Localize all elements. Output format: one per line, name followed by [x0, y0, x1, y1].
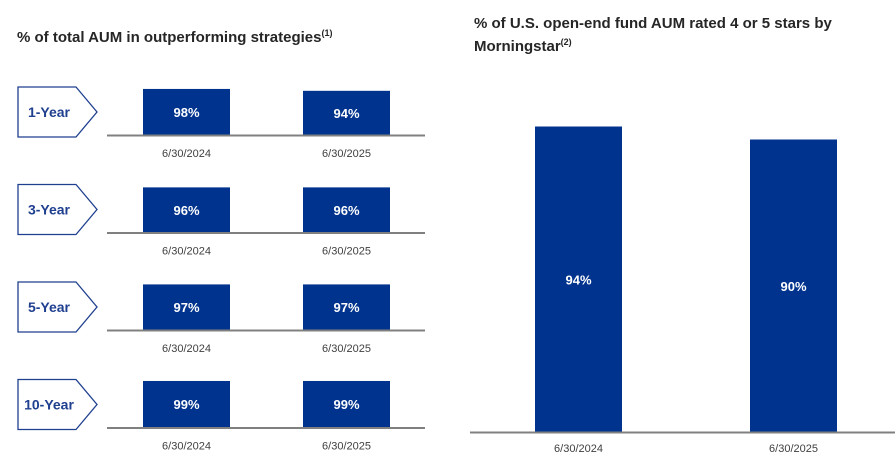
x-tick-label: 6/30/2025 [322, 441, 371, 453]
period-label-box [17, 183, 98, 236]
bar [303, 187, 390, 233]
bar [143, 380, 230, 428]
right-title-note: (2) [560, 37, 572, 47]
bar-value-label: 96% [333, 203, 359, 218]
right-title-text: % of U.S. open-end fund AUM rated 4 or 5… [474, 15, 832, 55]
period-label-box [17, 281, 98, 333]
x-tick-label: 6/30/2025 [322, 343, 371, 355]
period-label: 10-Year [24, 397, 74, 413]
bar-value-label: 90% [780, 279, 806, 294]
x-tick-label: 6/30/2024 [162, 343, 211, 355]
bar [143, 284, 230, 330]
bar-value-label: 94% [565, 272, 591, 287]
x-tick-label: 6/30/2024 [162, 246, 211, 258]
bar [303, 380, 390, 428]
x-tick-label: 6/30/2025 [322, 148, 371, 160]
bar [303, 90, 390, 135]
bar-value-label: 94% [333, 106, 359, 121]
left-title-note: (1) [321, 28, 333, 38]
period-label: 3-Year [28, 202, 71, 218]
period-label: 5-Year [28, 299, 71, 315]
period-label-box [17, 86, 98, 138]
bar-value-label: 96% [173, 203, 199, 218]
x-tick-label: 6/30/2024 [554, 443, 603, 455]
period-label: 1-Year [28, 104, 71, 120]
bar [535, 126, 622, 432]
bar-value-label: 99% [333, 397, 359, 412]
bar [143, 187, 230, 233]
period-label-box [17, 378, 98, 431]
x-tick-label: 6/30/2024 [162, 441, 211, 453]
bar [750, 139, 837, 432]
bar-value-label: 97% [173, 300, 199, 315]
bar-value-label: 98% [173, 105, 199, 120]
x-tick-label: 6/30/2025 [769, 443, 818, 455]
bar [143, 88, 230, 135]
x-tick-label: 6/30/2025 [322, 246, 371, 258]
bar [303, 284, 390, 330]
right-chart-title: % of U.S. open-end fund AUM rated 4 or 5… [474, 14, 894, 56]
bar-value-label: 97% [333, 300, 359, 315]
left-title-text: % of total AUM in outperforming strategi… [17, 29, 322, 46]
x-tick-label: 6/30/2024 [162, 148, 211, 160]
bar-value-label: 99% [173, 397, 199, 412]
left-chart-title: % of total AUM in outperforming strategi… [17, 24, 332, 47]
